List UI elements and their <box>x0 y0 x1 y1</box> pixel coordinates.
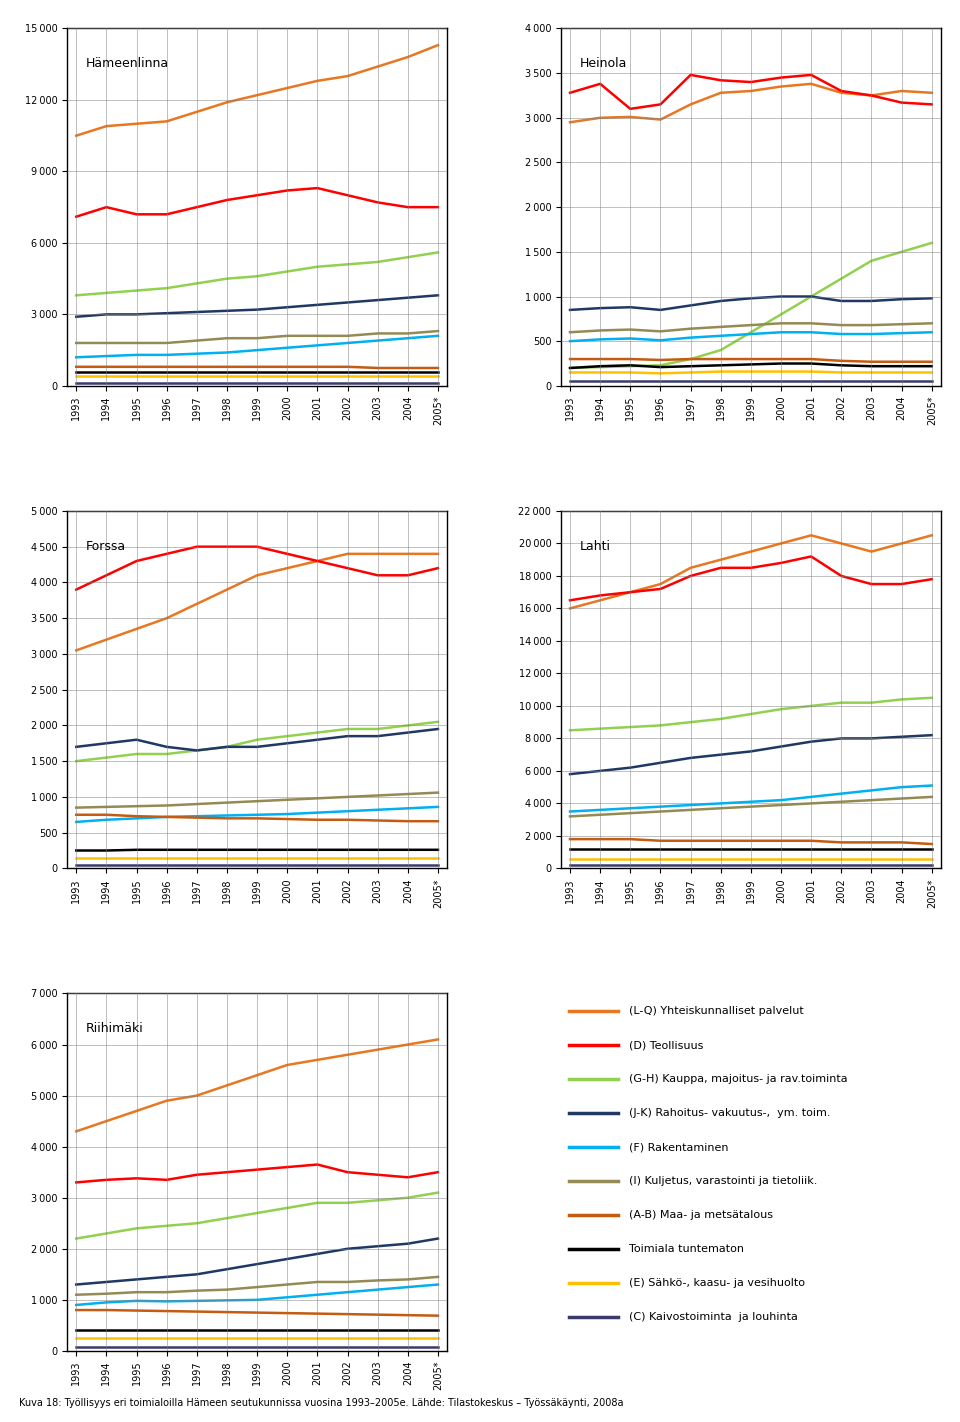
Text: (D) Teollisuus: (D) Teollisuus <box>630 1041 704 1051</box>
Text: (G-H) Kauppa, majoitus- ja rav.toiminta: (G-H) Kauppa, majoitus- ja rav.toiminta <box>630 1074 848 1084</box>
Text: Heinola: Heinola <box>580 57 627 70</box>
Text: Forssa: Forssa <box>86 540 127 553</box>
Text: (C) Kaivostoiminta  ja louhinta: (C) Kaivostoiminta ja louhinta <box>630 1313 798 1322</box>
Text: (L-Q) Yhteiskunnalliset palvelut: (L-Q) Yhteiskunnalliset palvelut <box>630 1007 804 1017</box>
Text: Kuva 18: Työllisyys eri toimialoilla Hämeen seutukunnissa vuosina 1993–2005e. Lä: Kuva 18: Työllisyys eri toimialoilla Häm… <box>19 1398 624 1408</box>
Text: (J-K) Rahoitus- vakuutus-,  ym. toim.: (J-K) Rahoitus- vakuutus-, ym. toim. <box>630 1108 830 1118</box>
Text: Lahti: Lahti <box>580 540 611 553</box>
Text: Toimiala tuntematon: Toimiala tuntematon <box>630 1244 744 1254</box>
Text: (E) Sähkö-, kaasu- ja vesihuolto: (E) Sähkö-, kaasu- ja vesihuolto <box>630 1278 805 1288</box>
Text: Riihimäki: Riihimäki <box>86 1022 144 1035</box>
Text: (F) Rakentaminen: (F) Rakentaminen <box>630 1142 729 1152</box>
Text: (A-B) Maa- ja metsätalous: (A-B) Maa- ja metsätalous <box>630 1210 774 1220</box>
Text: Hämeenlinna: Hämeenlinna <box>86 57 169 70</box>
Text: (I) Kuljetus, varastointi ja tietoliik.: (I) Kuljetus, varastointi ja tietoliik. <box>630 1176 818 1186</box>
